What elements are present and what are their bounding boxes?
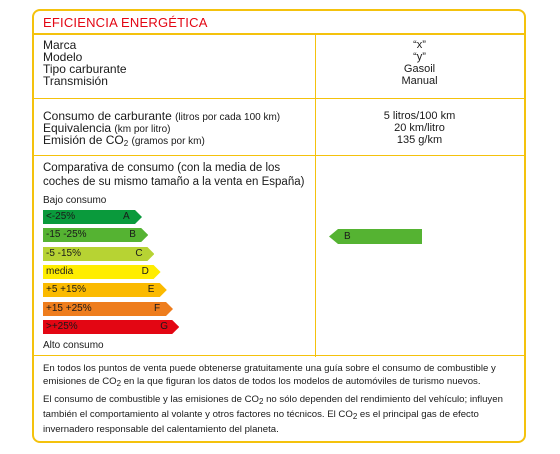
efficiency-band-letter: F [154,302,161,314]
fuel-consumption-value: 5 litros/100 km [383,110,456,122]
label-title: EFICIENCIA ENERGÉTICA [43,15,208,30]
footer-p2-text-b: no sólo dependen del rendimiento del veh… [43,394,503,421]
emission-unit: (gramos por km) [131,136,205,147]
emission-title: Emisión de CO [43,133,124,147]
efficiency-band-letter: A [123,211,130,222]
section-divider-consumption [34,155,524,156]
efficiency-band-letter: B [129,229,136,241]
emission-value: 135 g/km [396,134,443,146]
efficiency-band-d-shape [43,264,161,279]
footer-paragraph-2: El consumo de combustible y las emisione… [43,394,523,436]
efficiency-band-g: >+25% G [43,319,180,334]
vehicle-class-arrow: B [329,229,422,244]
efficiency-band-range: media [46,265,74,277]
footer-p2-text-a: El consumo de combustible y las emisione… [43,394,259,406]
footer-p1-text-a: En todos los puntos de venta puede obten… [43,363,496,387]
emission-label: Emisión de CO2 (gramos por km) [43,134,205,150]
efficiency-band-range: >+25% [46,320,78,332]
fuel-consumption-unit: (litros por cada 100 km) [175,112,281,123]
footer-text: En todos los puntos de venta puede obten… [43,363,523,441]
vehicle-class-arrow-shape [329,229,422,244]
energy-label-frame: EFICIENCIA ENERGÉTICA Marca Modelo Tipo … [32,9,526,443]
efficiency-band-d: media D [43,264,161,279]
transmission-value: Manual [401,75,438,87]
fuel-consumption-title: Consumo de carburante [43,109,172,123]
efficiency-band-g-shape [43,319,180,334]
comparison-title: Comparativa de consumo [43,162,175,174]
fuel-consumption-label: Consumo de carburante (litros por cada 1… [43,110,280,124]
brand-label: Marca [43,38,77,52]
efficiency-band-a: <-25% A [43,210,142,224]
equivalence-title: Equivalencia [43,121,112,135]
efficiency-band-letter: C [135,247,143,259]
footer-paragraph-1: En todos los puntos de venta puede obten… [43,363,523,390]
footer-p1-text-b: en la que figuran los datos de todos los… [121,375,481,387]
efficiency-band-e-shape [43,283,167,298]
efficiency-band-range: +5 +15% [46,284,87,296]
equivalence-unit: (km por litro) [114,124,171,135]
section-divider-vehicle [34,98,524,99]
efficiency-band-letter: E [147,284,155,296]
brand-value: “x” [413,39,426,51]
comparison-heading: Comparativa de consumo (con la media de … [43,161,313,189]
efficiency-band-a-shape [43,210,142,224]
footer-p2-text-c: es el principal gas de efecto invernader… [43,409,479,435]
efficiency-band-range: -5 -15% [46,247,82,259]
efficiency-band-letter: D [141,265,149,277]
efficiency-band-range: -15 -25% [46,229,87,241]
transmission-label: Transmisión [43,74,108,88]
column-divider [315,33,316,357]
high-consumption-label: Alto consumo [43,340,104,351]
vehicle-class-letter: B [344,231,351,242]
comparison-note: (con la media de los coches de su mismo … [43,162,305,188]
equivalence-value: 20 km/litro [394,122,445,134]
efficiency-band-letter: G [160,320,168,332]
efficiency-band-c: -5 -15% C [43,246,155,261]
model-value: “y” [413,51,426,63]
model-label: Modelo [43,50,83,64]
fuel-type-value: Gasoil [403,63,436,75]
footer-p1-subscript: 2 [116,378,122,388]
footer-p2-subscript-1: 2 [258,397,264,407]
equivalence-label: Equivalencia (km por litro) [43,122,171,136]
emission-subscript: 2 [123,139,129,148]
section-divider-comparison [34,355,524,356]
fuel-type-label: Tipo carburante [43,62,127,76]
efficiency-band-e: +5 +15% E [43,283,167,298]
efficiency-band-f: +15 +25% F [43,301,173,316]
efficiency-band-range: +15 +25% [46,302,92,314]
efficiency-band-b: -15 -25% B [43,228,149,243]
low-consumption-label: Bajo consumo [43,195,107,206]
footer-p2-subscript-2: 2 [352,412,358,422]
efficiency-band-range: <-25% [46,211,76,222]
efficiency-band-c-shape [43,246,155,261]
label-header: EFICIENCIA ENERGÉTICA [34,11,524,35]
efficiency-band-b-shape [43,228,149,243]
efficiency-band-f-shape [43,301,173,316]
